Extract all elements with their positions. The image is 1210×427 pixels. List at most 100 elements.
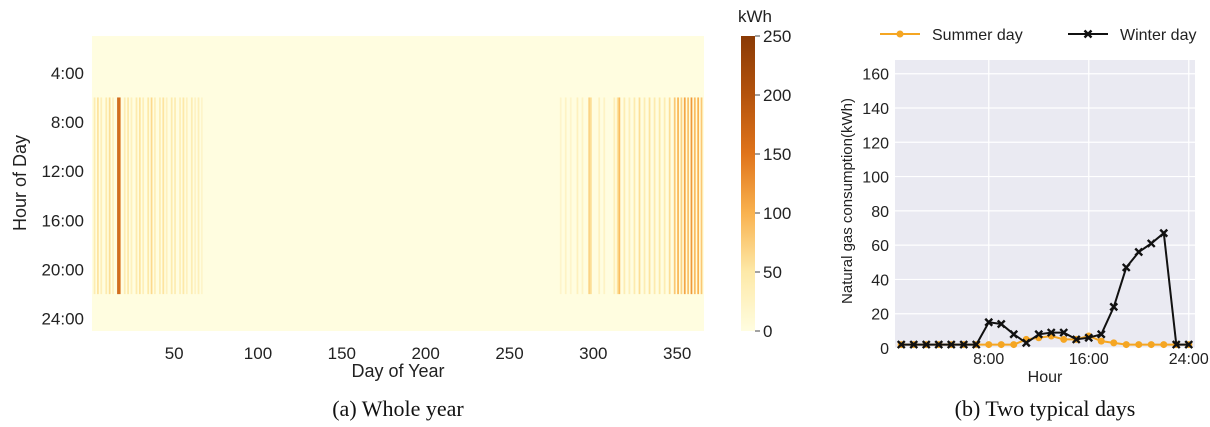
series-point-winter-day-4 — [934, 340, 944, 349]
heatmap-cell-day-20 — [123, 97, 126, 295]
heatmap-cell-day-350 — [677, 97, 679, 295]
heatmap-y-tick-16: 16:00 — [41, 211, 84, 230]
heatmap-cell-day-60 — [190, 97, 193, 295]
series-point-winter-day-3 — [921, 340, 931, 349]
series-point-summer-day-21 — [1147, 341, 1155, 349]
heatmap-x-ticks: 50 100 150 200 250 300 350 — [165, 344, 692, 363]
heatmap-cell-day-333 — [648, 97, 651, 295]
caption-two-typical-days: (b) Two typical days — [955, 396, 1136, 421]
heatmap-background — [92, 36, 704, 331]
legend-label-summer-day: Summer day — [932, 27, 1023, 44]
heatmap-cell-day-303 — [598, 97, 601, 295]
heatmap-cell-day-43 — [162, 97, 165, 295]
heatmap-cell-day-358 — [690, 97, 693, 295]
heatmap-x-tick-250: 250 — [495, 344, 523, 363]
heatmap-cell-day-290 — [576, 97, 579, 295]
heatmap-cell-day-293 — [581, 97, 584, 295]
heatmap-cell-day-53 — [179, 97, 181, 295]
heatmap-cell-day-318 — [623, 97, 626, 295]
series-point-winter-day-15 — [1071, 335, 1081, 344]
heatmap-cell-day-286 — [569, 97, 572, 295]
heatmap-cell-day-352 — [680, 97, 683, 295]
heatmap-cell-day-41 — [159, 97, 161, 295]
line-y-tick-100: 100 — [862, 170, 889, 187]
heatmap-y-tick-20: 20:00 — [41, 261, 84, 280]
heatmap-cell-day-16 — [117, 97, 119, 295]
series-point-summer-day-9 — [997, 341, 1005, 349]
heatmap-cell-day-9 — [105, 97, 108, 295]
series-point-summer-day-22 — [1160, 341, 1168, 349]
line-chart-grid — [895, 60, 1195, 349]
series-point-winter-day-2 — [909, 340, 919, 349]
series-point-winter-day-13 — [1046, 328, 1056, 337]
heatmap-y-tick-8: 8:00 — [51, 113, 84, 132]
heatmap-cell-day-280 — [559, 97, 562, 295]
heatmap-cell-day-13 — [112, 97, 114, 295]
heatmap-cell-day-11 — [108, 97, 111, 295]
heatmap-cell-day-298 — [589, 97, 592, 295]
series-point-summer-day-20 — [1135, 341, 1143, 349]
heatmap-y-axis-label: Hour of Day — [10, 135, 30, 231]
heatmap-cell-day-321 — [628, 97, 631, 295]
series-point-winter-day-1 — [896, 340, 906, 349]
heatmap-cell-day-342 — [663, 97, 666, 295]
heatmap-y-tick-4: 4:00 — [51, 64, 84, 83]
heatmap-cell-day-356 — [687, 97, 689, 295]
colorbar-gradient — [741, 36, 755, 331]
series-point-winter-day-21 — [1146, 239, 1156, 248]
line-chart-y-ticks: 0 20 40 60 80 100 120 140 160 — [862, 67, 889, 358]
series-point-winter-day-17 — [1096, 329, 1106, 339]
heatmap-cell-day-29 — [138, 97, 141, 295]
heatmap-x-tick-50: 50 — [165, 344, 184, 363]
series-point-winter-day-18 — [1109, 302, 1119, 312]
colorbar-tick-0: 0 — [763, 322, 772, 341]
line-chart-legend: Summer day Winter day — [880, 27, 1196, 44]
series-point-winter-day-22 — [1159, 228, 1169, 238]
heatmap-cell-day-45 — [165, 97, 168, 295]
series-point-summer-day-14 — [1060, 335, 1068, 343]
series-point-winter-day-24 — [1184, 340, 1194, 349]
heatmap-cell-day-345 — [668, 97, 671, 295]
heatmap-cell-day-22 — [127, 97, 129, 295]
line-y-tick-60: 60 — [871, 238, 889, 255]
heatmap-cell-day-6 — [100, 97, 103, 295]
series-point-winter-day-7 — [971, 340, 981, 349]
heatmap-x-axis-label: Day of Year — [351, 361, 444, 381]
legend-label-winter-day: Winter day — [1120, 27, 1196, 44]
heatmap-y-tick-24: 24:00 — [41, 310, 84, 329]
line-x-tick-16: 16:00 — [1069, 351, 1109, 368]
series-point-winter-day-16 — [1084, 333, 1094, 343]
heatmap-cell-day-314 — [616, 97, 619, 295]
heatmap-x-tick-300: 300 — [579, 344, 607, 363]
series-point-winter-day-6 — [959, 340, 969, 349]
series-point-summer-day-8 — [985, 341, 993, 349]
heatmap-x-tick-100: 100 — [244, 344, 272, 363]
series-point-winter-day-5 — [946, 340, 956, 349]
colorbar-unit-label: kWh — [738, 7, 772, 26]
line-x-tick-24: 24:00 — [1169, 351, 1209, 368]
line-chart-series — [896, 228, 1194, 349]
heatmap-x-tick-350: 350 — [663, 344, 691, 363]
heatmap-y-tick-12: 12:00 — [41, 162, 84, 181]
heatmap-cell-day-315 — [618, 97, 621, 295]
heatmap-cell-day-64 — [197, 97, 200, 295]
heatmap-cell-day-312 — [613, 97, 616, 295]
line-chart-x-axis-label: Hour — [1028, 369, 1063, 386]
heatmap-y-ticks: 4:00 8:00 12:00 16:00 20:00 24:00 — [41, 64, 84, 329]
heatmap-cell-day-283 — [564, 97, 567, 295]
series-point-winter-day-8 — [984, 317, 994, 327]
colorbar-tick-50: 50 — [763, 263, 782, 282]
series-point-summer-day-17 — [1097, 337, 1105, 345]
legend-marker-winter-day — [1083, 29, 1093, 39]
colorbar-tick-150: 150 — [763, 145, 791, 164]
series-point-winter-day-14 — [1059, 328, 1069, 337]
line-y-tick-0: 0 — [880, 341, 889, 358]
colorbar-tick-250: 250 — [763, 27, 791, 46]
heatmap-cell-day-36 — [150, 97, 153, 295]
heatmap-cell-day-362 — [697, 97, 700, 295]
heatmap-cell-day-31 — [142, 97, 145, 295]
heatmap-cell-day-38 — [154, 97, 156, 295]
line-chart-x-ticks: 8:00 16:00 24:00 — [973, 351, 1209, 368]
heatmap-x-tick-200: 200 — [411, 344, 439, 363]
